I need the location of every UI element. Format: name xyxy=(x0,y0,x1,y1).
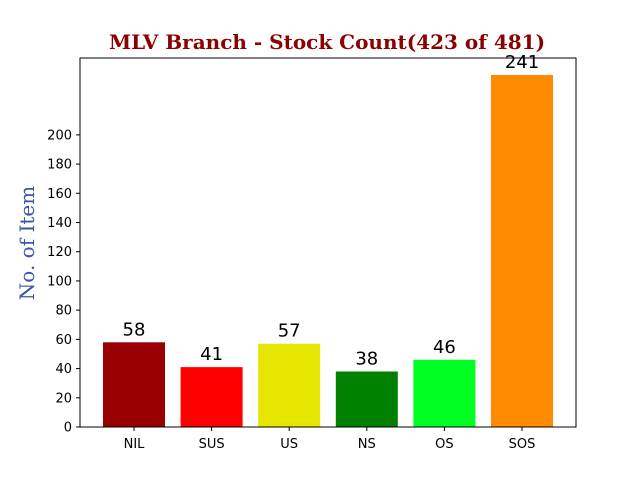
y-tick-label: 100 xyxy=(47,274,72,289)
y-tick-label: 120 xyxy=(47,245,72,260)
y-tick-label: 80 xyxy=(55,304,72,319)
data-label-ns: 38 xyxy=(355,348,378,369)
x-tick-label: SOS xyxy=(509,437,536,452)
bar-os xyxy=(413,359,476,427)
x-tick-label: SUS xyxy=(199,437,225,452)
x-tick-label: NS xyxy=(358,437,376,452)
data-label-os: 46 xyxy=(433,337,456,358)
plot-frame xyxy=(79,57,577,428)
y-axis-label: No. of Item xyxy=(15,186,39,300)
data-label-sus: 41 xyxy=(200,344,223,365)
bars-group xyxy=(103,75,553,427)
x-ticks-group: NIL SUS US NS OS SOS xyxy=(124,427,536,452)
bar-ns xyxy=(335,371,398,427)
bar-sus xyxy=(180,367,243,427)
x-tick-label: US xyxy=(280,437,298,452)
bar-nil xyxy=(103,342,165,427)
y-tick-label: 0 xyxy=(64,421,72,436)
chart-title: MLV Branch - Stock Count(423 of 481) xyxy=(109,30,545,54)
bar-sos xyxy=(491,75,553,427)
y-tick-label: 60 xyxy=(55,333,72,348)
y-tick-label: 180 xyxy=(47,158,72,173)
x-tick-label: NIL xyxy=(124,437,146,452)
bar-us xyxy=(258,343,321,427)
data-label-sos: 241 xyxy=(505,52,539,73)
y-tick-label: 200 xyxy=(47,128,72,143)
data-label-us: 57 xyxy=(278,321,301,342)
data-labels-group: 58 41 57 38 46 241 xyxy=(123,52,540,369)
y-tick-label: 40 xyxy=(55,362,72,377)
y-tick-label: 20 xyxy=(55,391,72,406)
y-ticks-group: 0 20 40 60 80 100 120 140 160 180 200 xyxy=(47,128,80,436)
y-tick-label: 160 xyxy=(47,187,72,202)
data-label-nil: 58 xyxy=(123,319,146,340)
y-tick-label: 140 xyxy=(47,216,72,231)
x-tick-label: OS xyxy=(435,437,453,452)
